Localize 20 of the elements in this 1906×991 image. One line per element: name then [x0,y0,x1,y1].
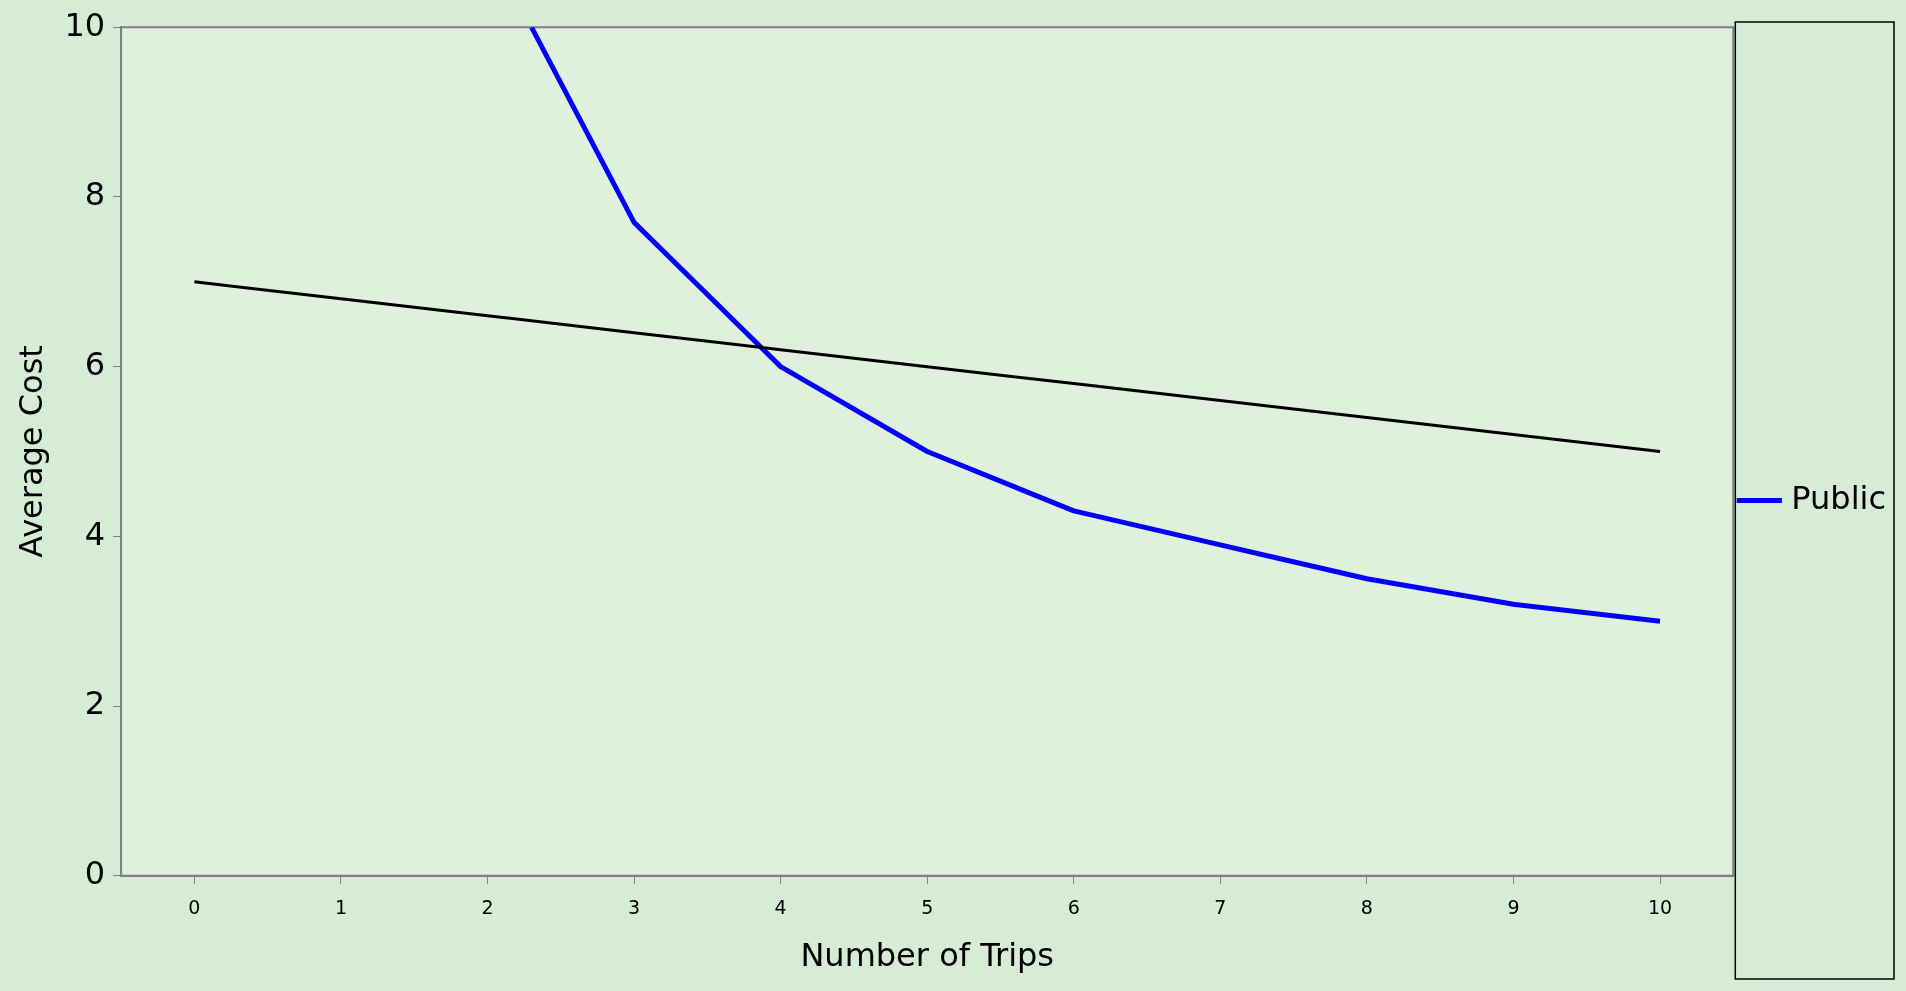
y-axis-title: Average Cost [11,345,50,558]
x-tick-label: 3 [628,896,641,919]
y-tick-label: 10 [64,5,106,44]
x-axis-title: Number of Trips [800,936,1055,975]
x-tick-label: 7 [1214,896,1227,919]
x-tick-label: 8 [1360,896,1373,919]
x-tick-label: 2 [481,896,494,919]
x-tick-label: 1 [334,896,348,919]
y-tick-label: 8 [84,175,106,214]
x-tick-label: 9 [1507,896,1520,919]
y-tick-label: 2 [84,684,106,723]
y-tick-label: 6 [84,344,106,383]
y-tick-label: 0 [84,854,106,893]
x-tick-label: 10 [1647,896,1673,919]
x-tick-label: 6 [1067,896,1080,919]
y-tick-label: 4 [84,514,106,553]
x-tick-label: 0 [188,896,201,919]
x-tick-label: 5 [921,896,934,919]
x-tick-label: 4 [774,896,787,919]
legend-label: Public [1791,478,1886,517]
